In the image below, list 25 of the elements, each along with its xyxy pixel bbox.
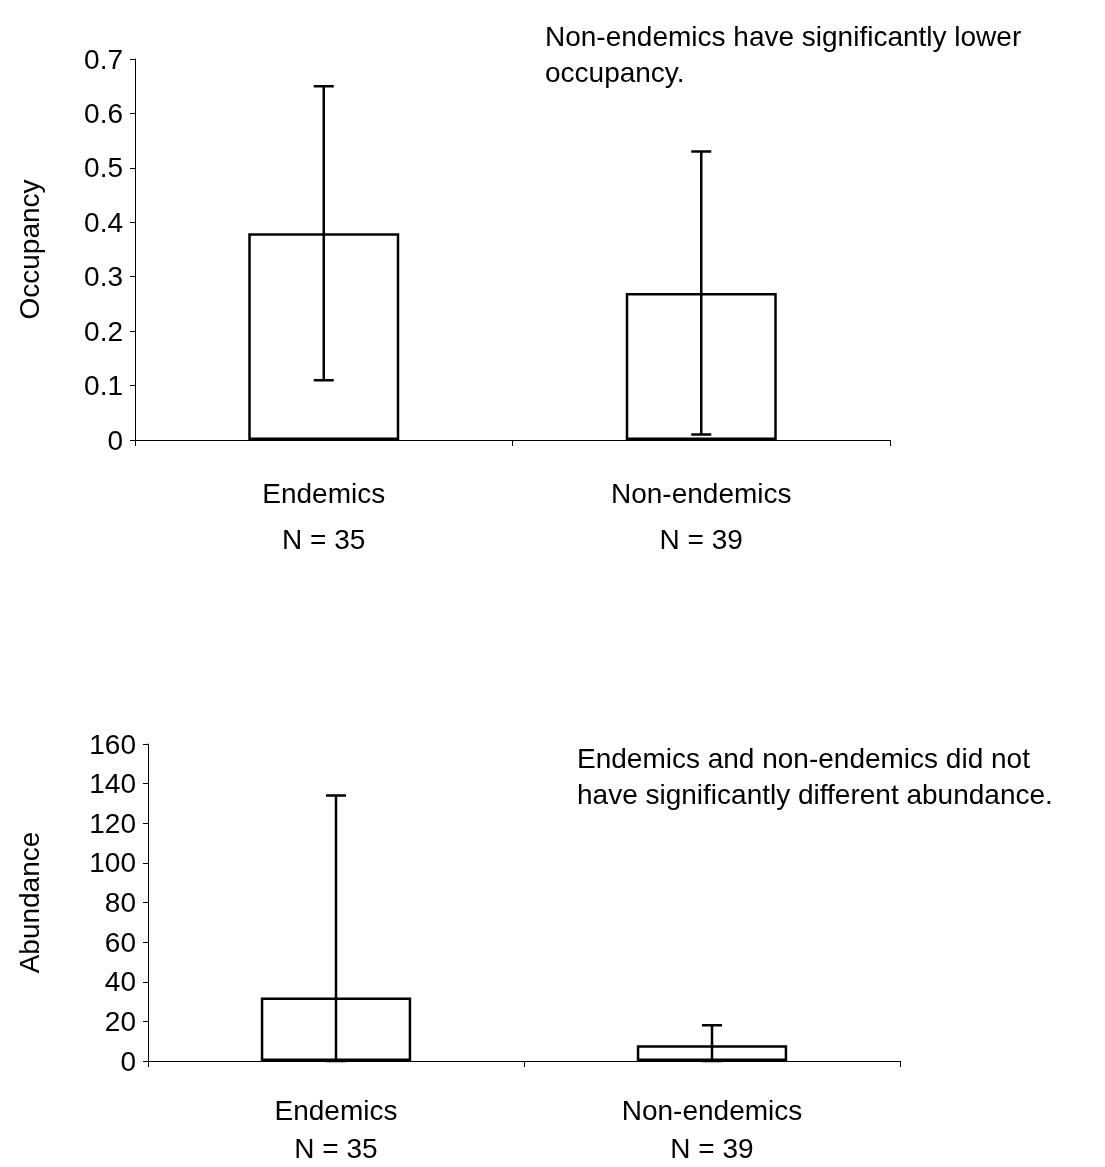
- y-tick-label: 0: [107, 424, 123, 456]
- y-tick-label: 0.2: [84, 315, 123, 347]
- y-tick-label: 0.5: [84, 152, 123, 184]
- y-tick-label: 0.7: [84, 43, 123, 75]
- x-tick-label: Endemics N = 35: [274, 1094, 398, 1164]
- y-tick-label: 0.3: [84, 261, 123, 293]
- y-tick-label: 0.4: [84, 206, 123, 238]
- y-tick-label: 40: [104, 966, 136, 998]
- y-tick-label: 140: [89, 768, 136, 800]
- y-tick-label: 0.1: [84, 370, 123, 402]
- x-tick-label: Non-endemics N = 39: [610, 477, 792, 555]
- annotation: Endemics and non-endemics did not have significantly different abundance.: [577, 742, 1053, 810]
- y-tick-label: 80: [104, 887, 136, 918]
- x-tick-label: Endemics N = 35: [262, 477, 386, 555]
- y-tick-label: 100: [89, 847, 136, 879]
- y-tick-label: 60: [104, 926, 136, 958]
- annotation: Non-endemics have significantly lower occupancy.: [545, 20, 1029, 88]
- y-tick-label: 120: [89, 807, 136, 839]
- y-tick-label: 0.6: [84, 97, 123, 129]
- x-tick-label: Non-endemics N = 39: [621, 1094, 803, 1164]
- y-tick-label: 160: [89, 728, 136, 760]
- y-tick-label: 0: [120, 1045, 136, 1077]
- y-axis-title: Abundance: [13, 831, 45, 974]
- y-tick-label: 20: [104, 1005, 136, 1037]
- y-axis-title: Occupancy: [13, 179, 45, 320]
